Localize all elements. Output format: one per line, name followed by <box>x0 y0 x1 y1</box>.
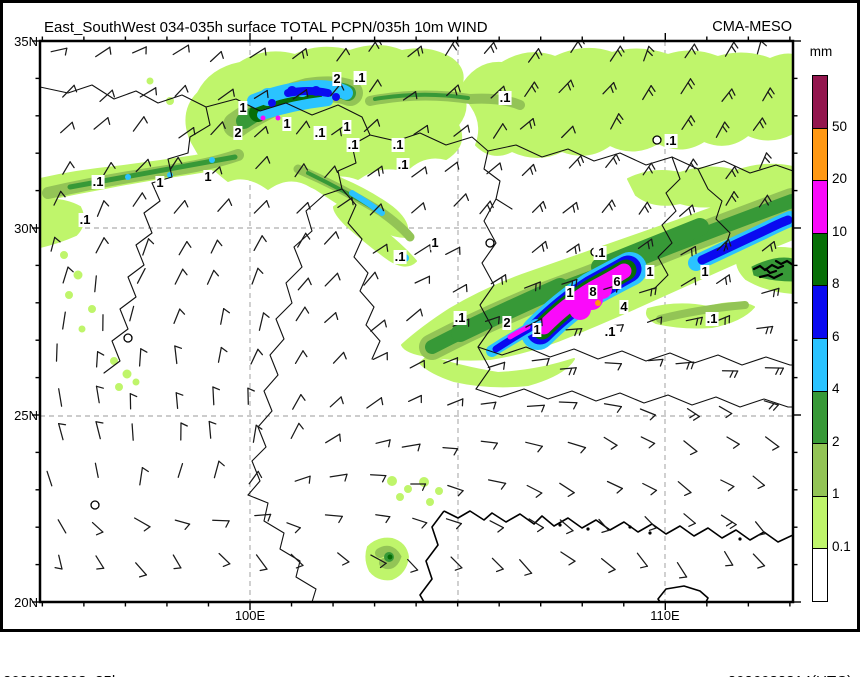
colorbar-cell <box>813 127 827 181</box>
valid-time-utc: 2026032314(UTC) <box>728 673 852 677</box>
lat-tick-label: 30N <box>14 221 38 236</box>
colorbar-value-label: 8 <box>832 276 840 291</box>
valid-time-text: 2026032314(UTC) 2026032322(CST) <box>728 639 852 677</box>
province-boundaries <box>40 84 793 602</box>
colorbar-value-label: 20 <box>832 171 848 186</box>
colorbar-cell <box>813 232 827 286</box>
map-frame <box>38 39 795 604</box>
lon-tick-label: 100E <box>234 608 266 623</box>
colorbar-value-label: 4 <box>832 381 840 396</box>
init-time-text: 2026032203+35h 2026032211+35h <box>3 639 120 677</box>
colorbar-value-label: 10 <box>832 223 848 239</box>
plot-border <box>0 0 860 632</box>
lat-tick-label: 35N <box>14 34 38 49</box>
map-area <box>32 33 801 610</box>
colorbar-cell <box>813 180 827 233</box>
precip-colorbar <box>812 75 828 602</box>
colorbar-value-label: 2 <box>832 433 840 449</box>
lat-tick-label: 20N <box>14 595 38 610</box>
colorbar-cell <box>813 495 827 549</box>
colorbar-cell <box>813 337 827 391</box>
colorbar-cell <box>813 390 827 444</box>
dense-boundary-cluster <box>752 259 793 280</box>
lon-tick-label: 110E <box>650 608 680 623</box>
colorbar-unit-label: mm <box>809 44 833 59</box>
colorbar-value-label: 6 <box>832 328 840 344</box>
lat-tick-label: 25N <box>14 408 38 423</box>
map-svg <box>32 33 801 610</box>
wind-barbs <box>46 41 785 579</box>
colorbar-cell <box>813 443 827 496</box>
chart-title: East_SouthWest 034-035h surface TOTAL PC… <box>44 19 488 36</box>
model-name: CMA-MESO <box>712 19 792 35</box>
colorbar-value-label: 0.1 <box>832 538 851 554</box>
colorbar-value-label: 50 <box>832 118 848 134</box>
colorbar-value-label: 1 <box>832 486 840 501</box>
colorbar-cell <box>813 548 827 601</box>
colorbar-cell <box>813 285 827 338</box>
colorbar-cell <box>813 76 827 128</box>
init-time-utc: 2026032203+35h <box>3 673 120 677</box>
